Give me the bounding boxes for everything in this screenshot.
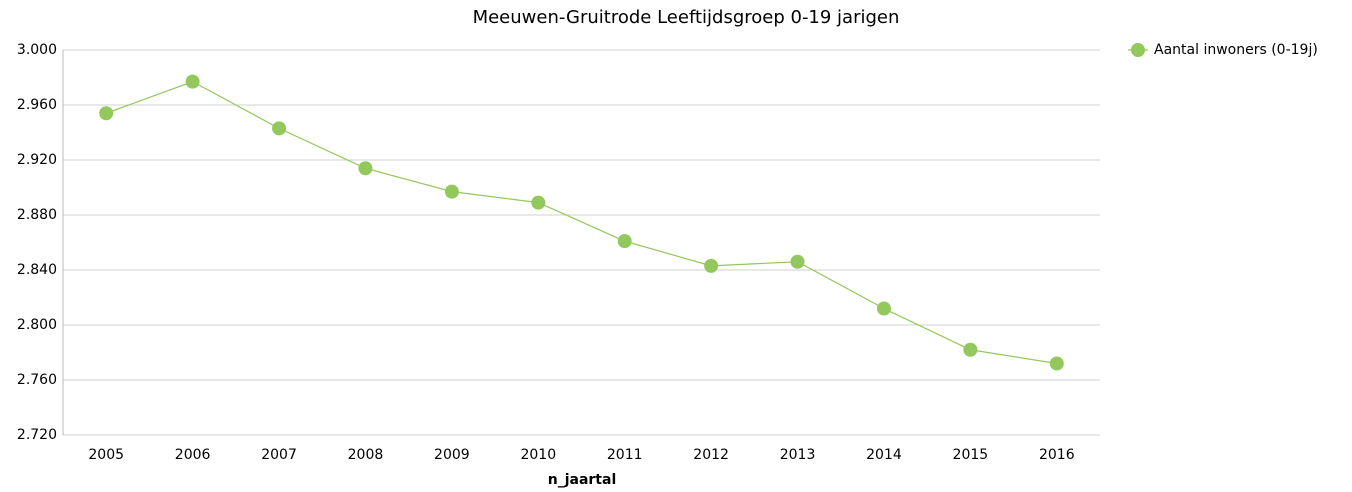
y-tick-label: 2.840 bbox=[17, 262, 57, 278]
data-point bbox=[617, 234, 632, 249]
y-tick-label: 3.000 bbox=[17, 42, 57, 58]
y-tick-label: 2.880 bbox=[17, 207, 57, 223]
data-point bbox=[358, 161, 373, 176]
x-tick-label: 2008 bbox=[348, 447, 384, 463]
y-tick-label: 2.760 bbox=[17, 372, 57, 388]
x-tick-label: 2009 bbox=[434, 447, 470, 463]
x-tick-label: 2014 bbox=[866, 447, 902, 463]
y-tick-label: 2.960 bbox=[17, 97, 57, 113]
x-tick-label: 2007 bbox=[261, 447, 297, 463]
data-point bbox=[185, 74, 200, 89]
y-tick-label: 2.800 bbox=[17, 317, 57, 333]
series-line bbox=[106, 80, 1057, 365]
data-point bbox=[876, 301, 891, 316]
legend-label: Aantal inwoners (0-19j) bbox=[1154, 42, 1318, 58]
data-point bbox=[963, 342, 978, 357]
data-point bbox=[444, 184, 459, 199]
data-point bbox=[531, 195, 546, 210]
x-tick-label: 2016 bbox=[1039, 447, 1075, 463]
data-point bbox=[99, 106, 114, 121]
data-point bbox=[272, 121, 287, 136]
data-point bbox=[790, 254, 805, 269]
data-point bbox=[1049, 356, 1064, 371]
y-tick-label: 2.920 bbox=[17, 152, 57, 168]
x-tick-label: 2006 bbox=[175, 447, 211, 463]
chart-title: Meeuwen-Gruitrode Leeftijdsgroep 0-19 ja… bbox=[473, 7, 900, 28]
x-axis-label: n_jaartal bbox=[548, 472, 617, 488]
legend-marker bbox=[1131, 43, 1145, 57]
x-tick-label: 2011 bbox=[607, 447, 643, 463]
x-tick-label: 2013 bbox=[780, 447, 816, 463]
data-point bbox=[704, 258, 719, 273]
x-tick-label: 2005 bbox=[88, 447, 124, 463]
x-tick-label: 2012 bbox=[693, 447, 729, 463]
y-tick-label: 2.720 bbox=[17, 427, 57, 443]
x-tick-label: 2015 bbox=[953, 447, 989, 463]
x-tick-label: 2010 bbox=[520, 447, 556, 463]
